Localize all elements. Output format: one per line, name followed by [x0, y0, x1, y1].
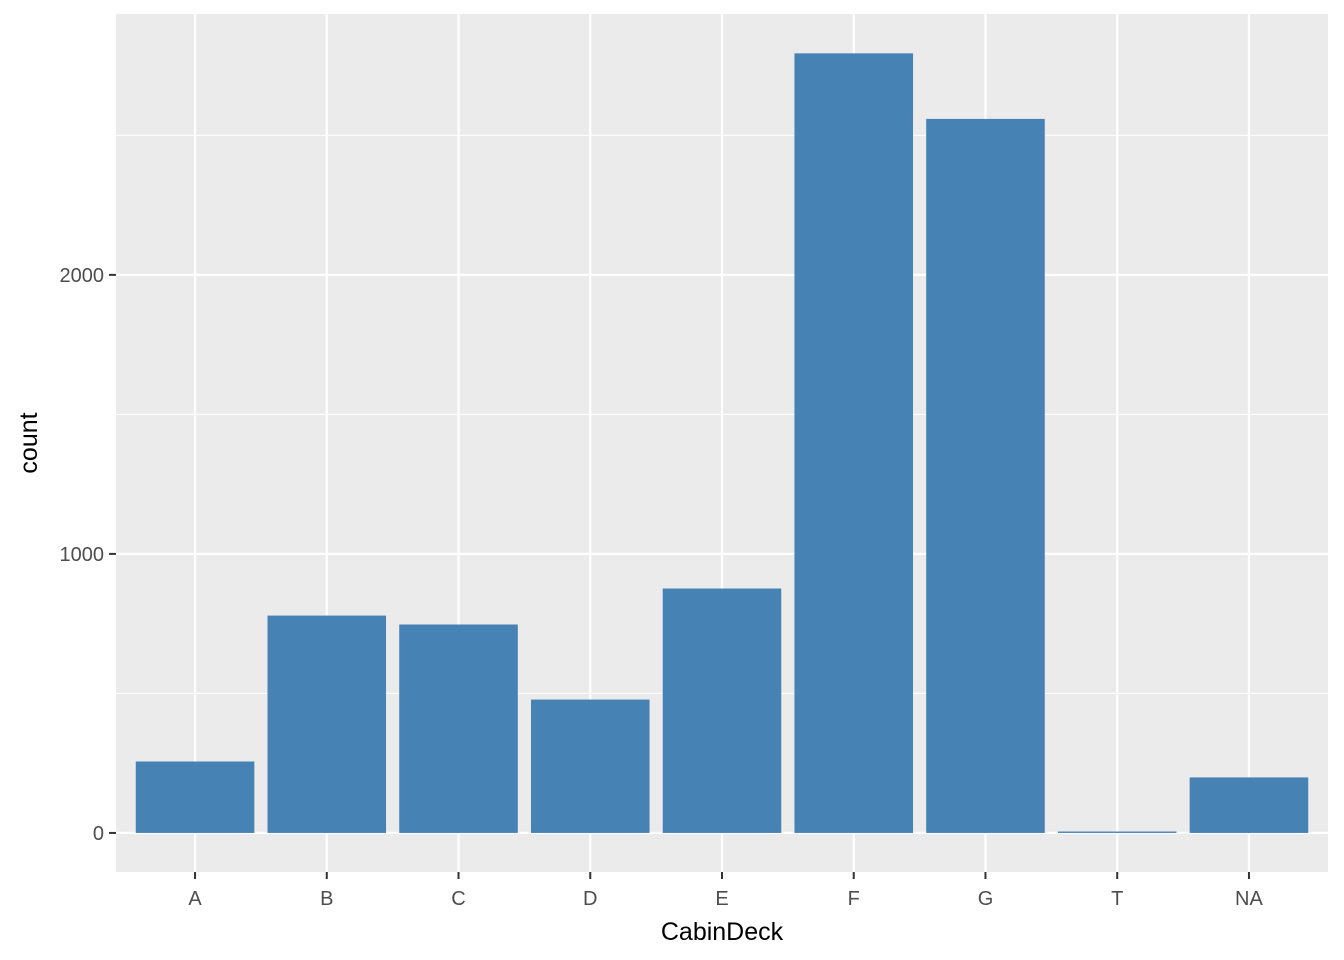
- x-axis-title: CabinDeck: [661, 918, 784, 946]
- bar-e: [662, 588, 782, 833]
- x-tick-label: E: [715, 888, 728, 910]
- bar-d: [530, 699, 650, 833]
- bar-a: [135, 761, 255, 833]
- x-tick-label: F: [848, 888, 860, 910]
- x-tick-label: B: [320, 888, 333, 910]
- bar-na: [1189, 777, 1309, 833]
- bar-t: [1057, 831, 1177, 833]
- y-tick-label: 1000: [60, 544, 105, 566]
- bar-g: [926, 118, 1045, 833]
- x-tick-label: D: [583, 888, 597, 910]
- bar-b: [267, 615, 387, 833]
- x-tick-label: T: [1111, 888, 1123, 910]
- y-axis-ticks: 0 1000 2000: [60, 265, 116, 845]
- bar-f: [794, 53, 914, 833]
- x-tick-label: G: [978, 888, 994, 910]
- bar-c: [399, 624, 518, 833]
- x-axis-ticks: A B C D E F G T NA: [188, 872, 1264, 910]
- y-tick-label: 2000: [60, 265, 105, 287]
- bars: [135, 53, 1309, 833]
- y-tick-label: 0: [93, 823, 104, 845]
- x-tick-label: NA: [1235, 888, 1263, 910]
- y-axis-title: count: [15, 412, 43, 473]
- x-tick-label: C: [451, 888, 465, 910]
- x-tick-label: A: [188, 888, 202, 910]
